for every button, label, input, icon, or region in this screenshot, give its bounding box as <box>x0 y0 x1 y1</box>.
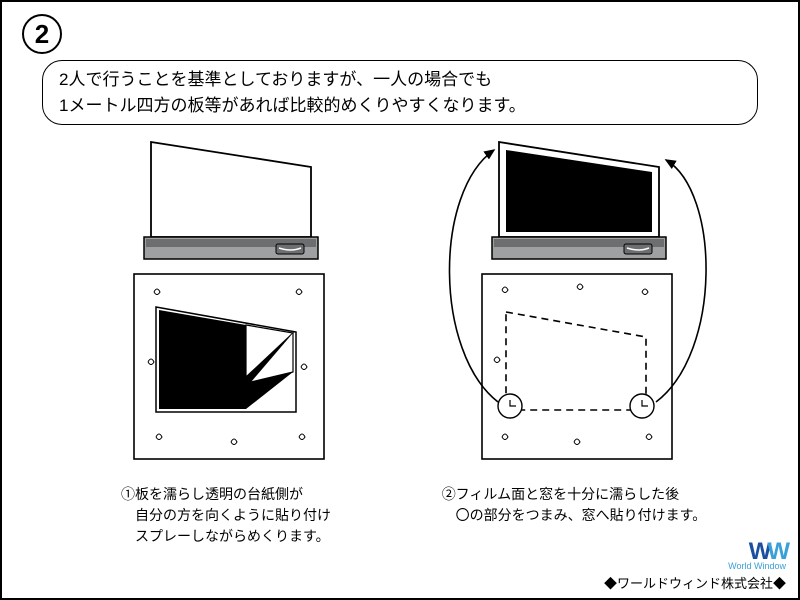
car-window-left <box>144 142 318 259</box>
board-right <box>482 274 672 459</box>
header-text: 2人で行うことを基準としておりますが、一人の場合でも 1メートル四方の板等があれ… <box>59 70 526 115</box>
board-left <box>134 274 324 459</box>
header-instruction-box: 2人で行うことを基準としておりますが、一人の場合でも 1メートル四方の板等があれ… <box>42 60 758 125</box>
illustration-right <box>424 132 724 472</box>
footer-company: ◆ワールドウィンド株式会社◆ <box>604 573 786 592</box>
panel-right: ②フィルム面と窓を十分に濡らした後 〇の部分をつまみ、窓へ貼り付けます。 <box>424 132 724 547</box>
logo-subtext: World Window <box>604 561 786 571</box>
panel-left: ①板を濡らし透明の台紙側が 自分の方を向くように貼り付け スプレーしながらめくり… <box>76 132 376 547</box>
step-number-text: 2 <box>35 19 49 50</box>
car-window-right <box>492 142 666 259</box>
footer: WW World Window ◆ワールドウィンド株式会社◆ <box>604 541 786 592</box>
caption-left: ①板を濡らし透明の台紙側が 自分の方を向くように貼り付け スプレーしながらめくり… <box>121 484 331 547</box>
step-number-badge: 2 <box>22 14 62 54</box>
illustration-left <box>96 132 356 472</box>
caption-right: ②フィルム面と窓を十分に濡らした後 〇の部分をつまみ、窓へ貼り付けます。 <box>442 484 707 526</box>
logo-icon: WW <box>604 541 786 563</box>
